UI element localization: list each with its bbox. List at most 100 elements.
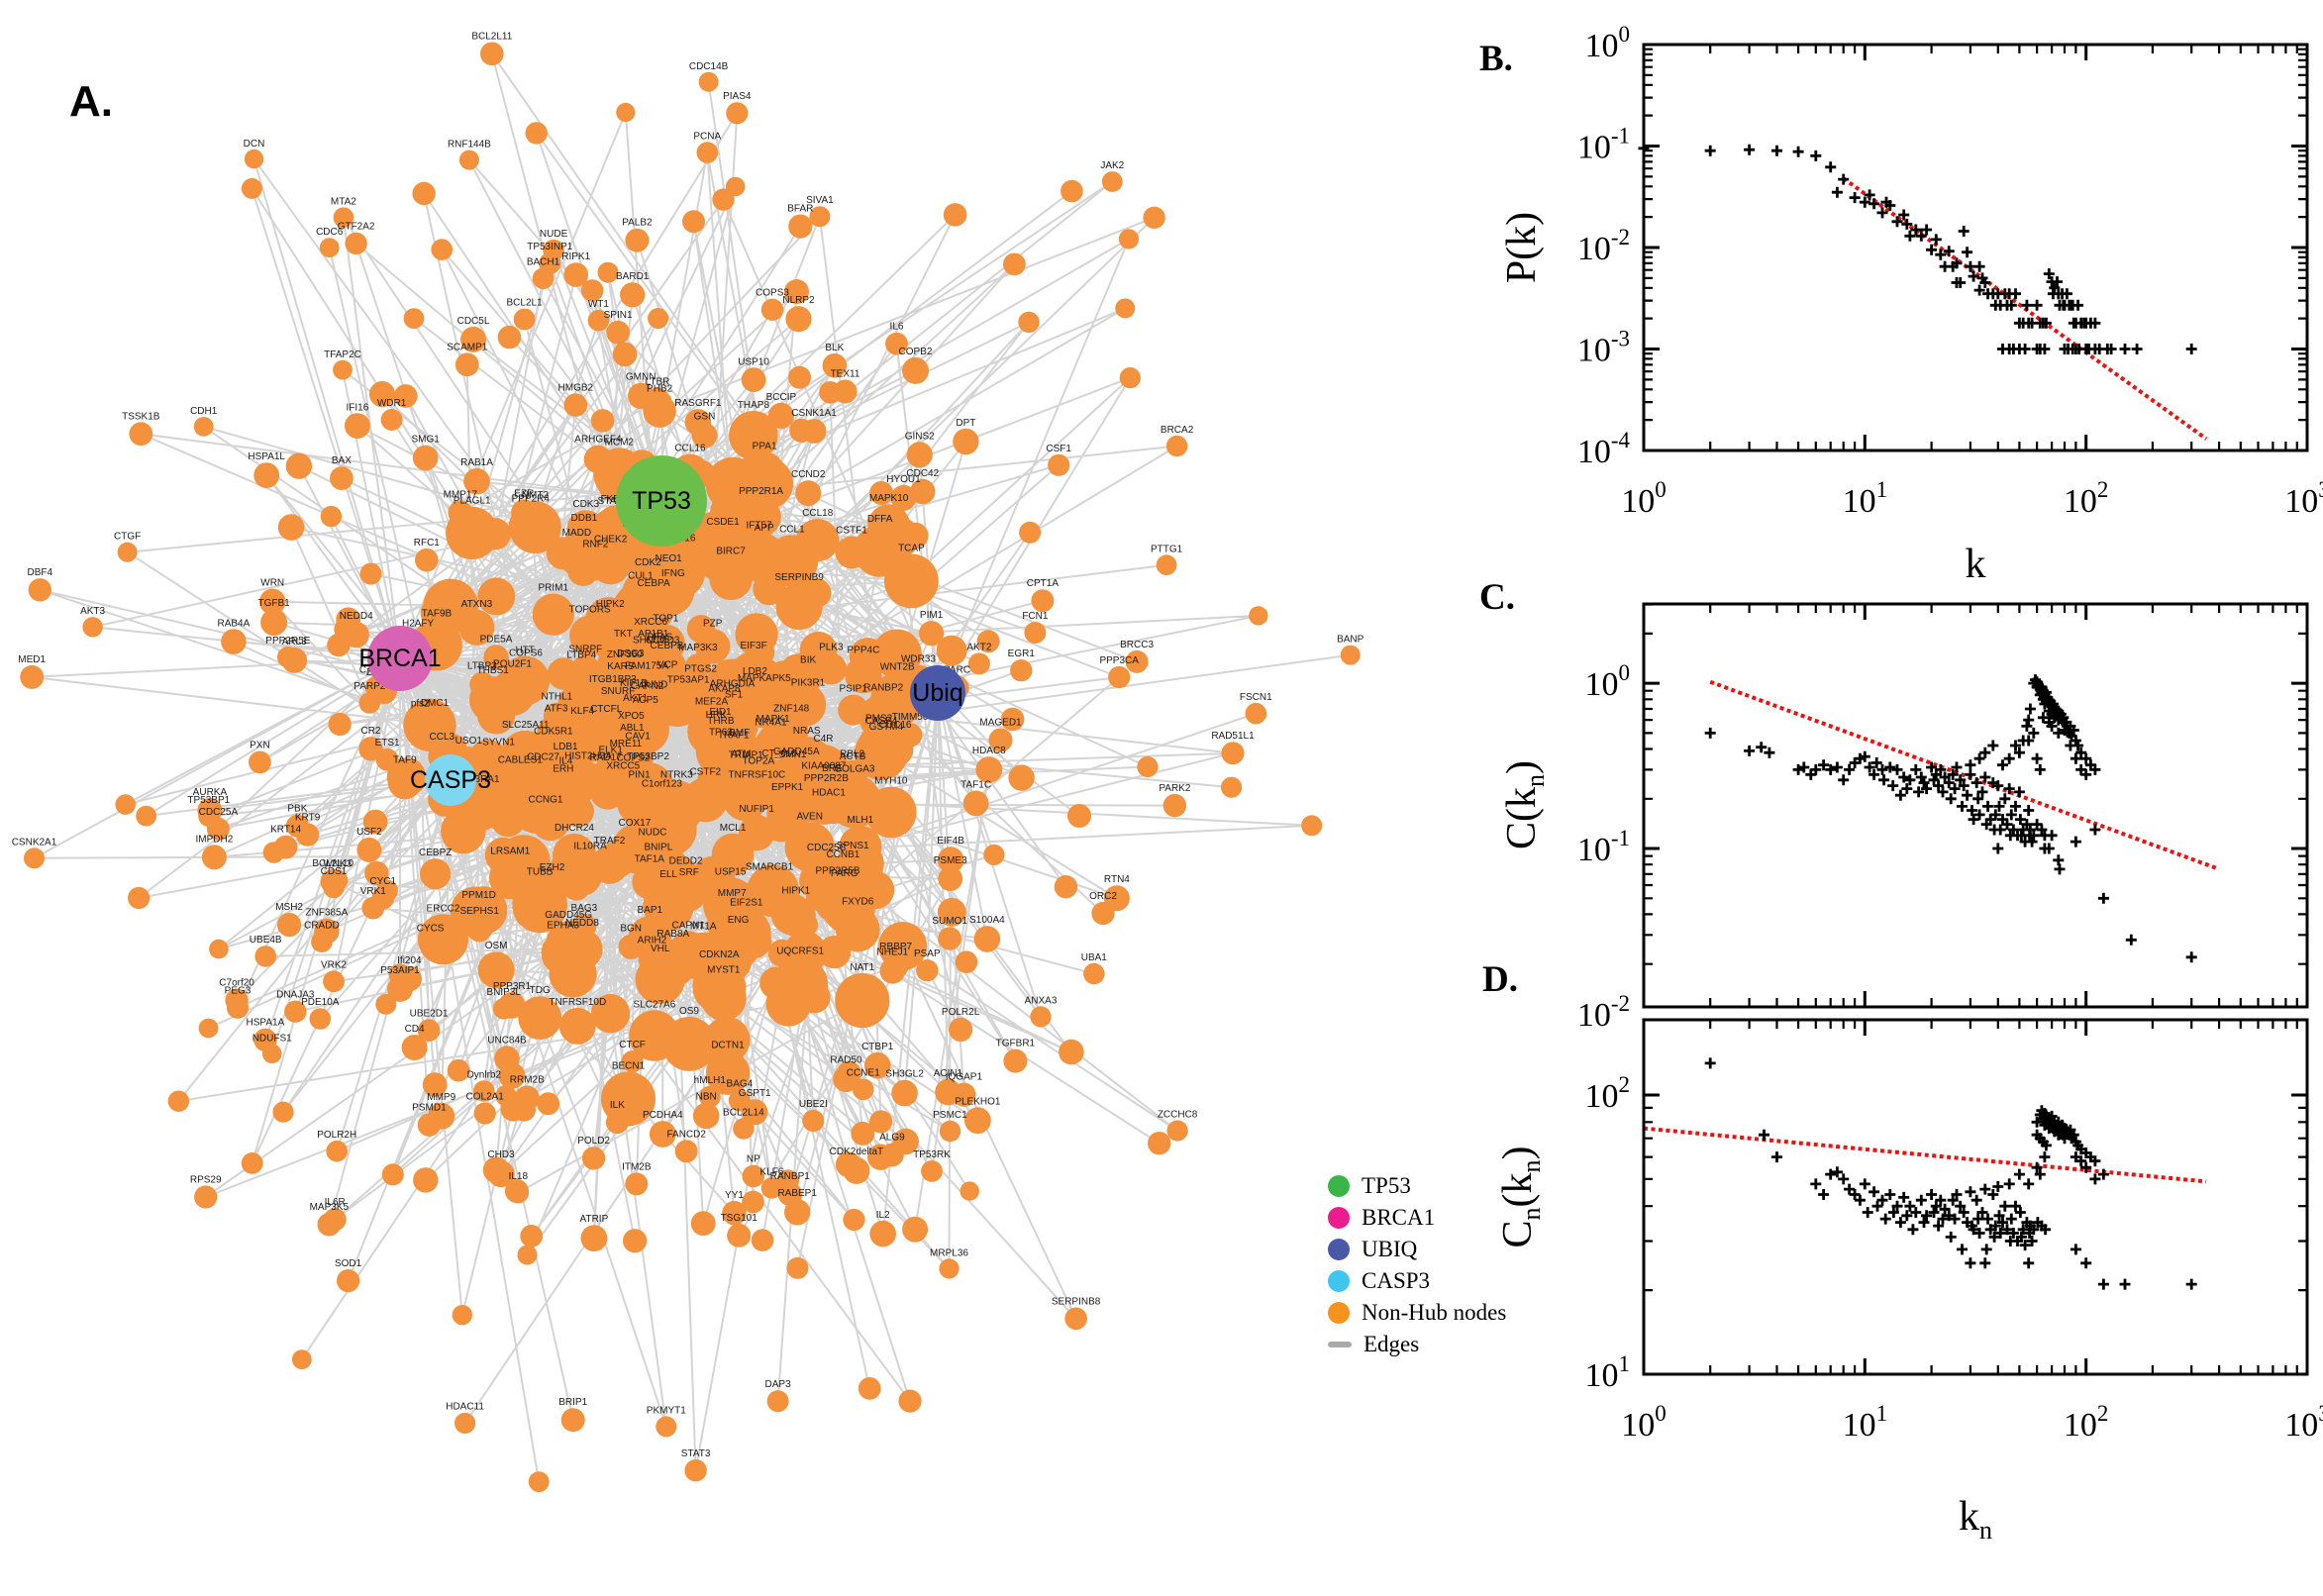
gene-label: IL2 [876, 1210, 890, 1221]
non-hub-node [320, 868, 346, 895]
non-hub-node [477, 577, 516, 616]
non-hub-node [967, 652, 990, 675]
non-hub-node [309, 1008, 332, 1030]
gene-label: SMG1 [412, 435, 441, 446]
axis-tick-label: 101 [1843, 1401, 1888, 1444]
non-hub-node [589, 774, 626, 810]
chart-panel-d-neighborhood-connectivity: 102 101 100 101 102 103 kn Cn(kn) [1495, 1018, 2323, 1545]
gene-label: BIK [800, 654, 816, 665]
panel-d-label: D. [1482, 959, 1518, 1000]
non-hub-node [221, 629, 247, 654]
axis-tick-label: 10-4 [1577, 428, 1631, 470]
gene-label: FCN1 [1022, 611, 1049, 622]
gene-label: TAF9 [393, 754, 417, 765]
gene-label: BMF [729, 728, 750, 739]
gene-label: HIPK2 [596, 599, 625, 610]
non-hub-node [129, 422, 153, 447]
gene-label: CDC25A [199, 807, 239, 818]
non-hub-node [358, 737, 383, 761]
non-hub-node [1018, 311, 1040, 334]
gene-label: MLH1 [847, 815, 873, 826]
axis-tick-label: 10-1 [1577, 826, 1630, 868]
gene-label: GMNN [626, 372, 656, 383]
gene-label: BCL2L10 [312, 858, 354, 869]
gene-label: KIF1B [620, 678, 648, 689]
gene-label: EZR [514, 488, 534, 499]
gene-label: hMLH1 [694, 1075, 727, 1086]
gene-label: POU2F1 [493, 659, 532, 670]
gene-label: CSF1 [1046, 444, 1071, 454]
non-hub-node [386, 757, 427, 797]
gene-label: TGFB1 [257, 598, 290, 609]
gene-label: RNF144B [448, 140, 491, 150]
gene-label: EZH2 [540, 862, 565, 873]
gene-label: BAP1 [638, 905, 663, 916]
gene-label: ZCCHC8 [1158, 1110, 1198, 1121]
non-hub-node [356, 837, 382, 862]
gene-label: RFC1 [414, 538, 441, 549]
non-hub-node [413, 1167, 439, 1193]
non-hub-node [226, 996, 250, 1019]
gene-label: XPO5 [618, 711, 645, 722]
legend-label: BRCA1 [1362, 1205, 1436, 1230]
chart-panel-b-degree-distribution: 100 10-1 10-2 10-3 10-4 100 101 102 103 k P(k) [1499, 22, 2323, 587]
non-hub-node [403, 308, 425, 329]
non-hub-node [953, 428, 979, 455]
non-hub-node [785, 306, 812, 333]
non-hub-node [492, 998, 515, 1020]
non-hub-node [590, 409, 615, 433]
gene-label: RANBP2 [863, 683, 903, 694]
gene-label: ELL [659, 869, 677, 880]
gene-label: MMP17 [444, 489, 478, 500]
gene-label: NUFIP1 [739, 804, 774, 815]
gene-label: CSDE1 [706, 517, 740, 528]
gene-label: USF2 [356, 827, 382, 838]
gene-label: UBE2I [799, 1099, 828, 1110]
panel-b-label: B. [1479, 39, 1513, 79]
gene-label: CSTF2 [689, 766, 721, 777]
gene-label: AKT3 [80, 606, 105, 617]
non-hub-node [473, 1080, 495, 1102]
gene-label: PPM1D [461, 890, 495, 901]
hub-label-casp3: CASP3 [410, 766, 491, 794]
gene-label: PLK3 [819, 643, 844, 653]
non-hub-node [197, 798, 223, 824]
non-hub-node [1340, 645, 1361, 665]
gene-label: PTTG1 [1151, 544, 1183, 554]
gene-label: CTCFL [590, 704, 623, 715]
gene-label: BRE [822, 763, 843, 774]
non-hub-node [878, 922, 928, 971]
gene-label: MEF2A [695, 697, 729, 708]
gene-label: RAD51L1 [1211, 731, 1255, 742]
non-hub-node [938, 866, 963, 891]
non-hub-node [691, 422, 718, 449]
non-hub-node [1156, 554, 1177, 576]
non-hub-node [837, 786, 875, 825]
non-hub-node [1119, 367, 1141, 389]
non-hub-node [648, 308, 669, 329]
gene-label: CD4 [405, 1024, 425, 1035]
power-law-fit-line [1842, 176, 2208, 441]
non-hub-node [393, 384, 418, 408]
y-axis-title: P(k) [1499, 212, 1545, 283]
non-hub-node [447, 1058, 470, 1082]
non-hub-node [943, 203, 967, 227]
non-hub-node [450, 886, 501, 938]
gene-label: EPPK1 [771, 782, 804, 793]
gene-label: VRK2 [321, 959, 348, 970]
non-hub-node [705, 456, 760, 512]
gene-label: EIF3F [740, 641, 766, 651]
gene-label: DDB1 [571, 513, 598, 524]
gene-label: WT1 [588, 299, 610, 310]
non-hub-node [333, 207, 354, 228]
non-hub-node [401, 1035, 428, 1060]
axis-tick-label: 102 [2064, 1401, 2109, 1444]
gene-label: MED1 [18, 654, 46, 665]
non-hub-node [975, 756, 1003, 783]
gene-label: GSN [694, 412, 716, 423]
gene-label: TSG101 [721, 1213, 758, 1224]
non-hub-node [818, 935, 852, 969]
gene-label: CDC25C [807, 843, 847, 853]
non-hub-node [733, 1118, 755, 1140]
non-hub-node [547, 760, 579, 793]
